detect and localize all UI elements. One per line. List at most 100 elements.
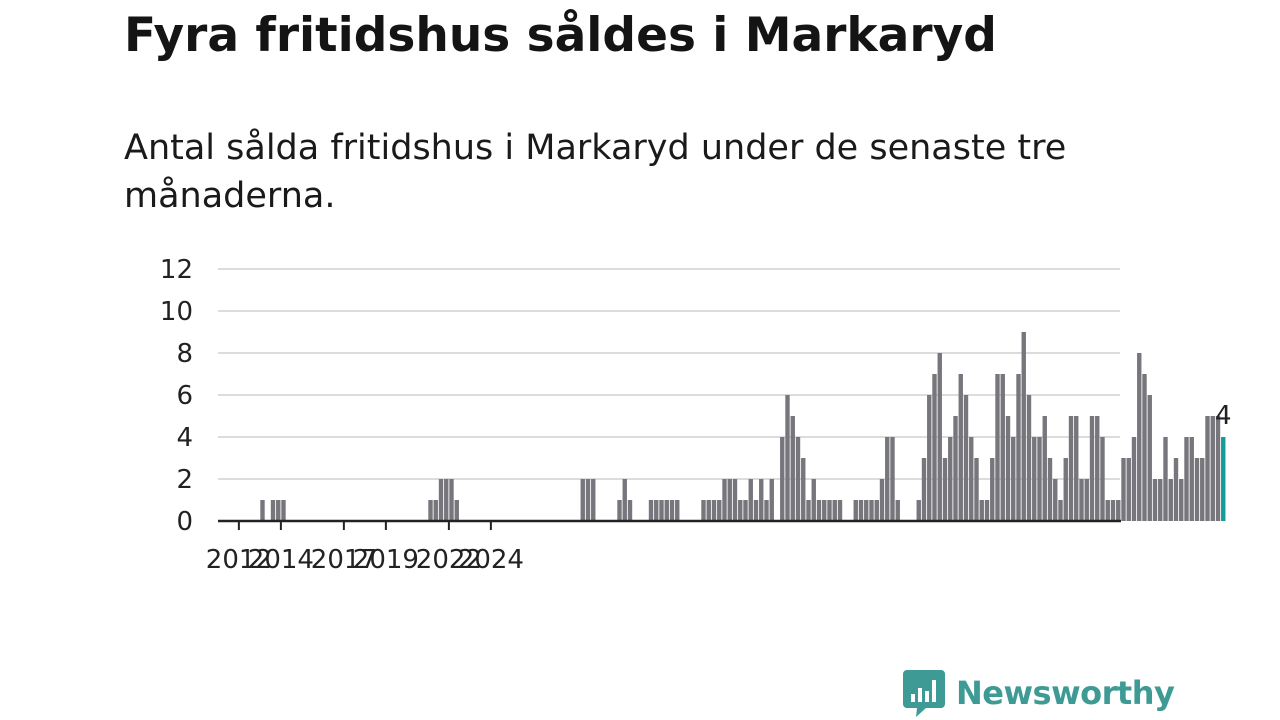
bar bbox=[648, 500, 654, 521]
x-tick-label: 2022 bbox=[416, 545, 482, 575]
bar bbox=[701, 500, 706, 521]
bar bbox=[727, 479, 732, 521]
bar bbox=[816, 500, 822, 521]
bar bbox=[1063, 458, 1068, 521]
bar bbox=[1000, 374, 1005, 521]
x-tick-label: 2014 bbox=[248, 545, 314, 575]
bar bbox=[1147, 395, 1152, 521]
bar bbox=[1179, 479, 1184, 521]
bar bbox=[832, 500, 837, 521]
chart-title: Fyra fritidshus såldes i Markaryd bbox=[124, 8, 997, 63]
bar bbox=[858, 500, 864, 521]
bar bbox=[675, 500, 680, 521]
bar bbox=[759, 479, 764, 521]
bar bbox=[806, 500, 811, 521]
bar bbox=[1168, 479, 1173, 521]
bar bbox=[979, 500, 984, 521]
bar bbox=[780, 437, 785, 521]
bar bbox=[864, 500, 869, 521]
bar bbox=[801, 458, 806, 521]
bar bbox=[990, 458, 995, 521]
newsworthy-chart-bubble-icon bbox=[903, 670, 945, 717]
gridlines bbox=[218, 268, 1120, 480]
bar bbox=[1194, 458, 1200, 521]
bar bbox=[795, 437, 801, 521]
bar bbox=[1126, 458, 1131, 521]
bar bbox=[428, 500, 433, 521]
bar bbox=[627, 500, 633, 521]
bar bbox=[879, 479, 885, 521]
bar bbox=[580, 479, 585, 521]
bar bbox=[1105, 500, 1110, 521]
bar bbox=[1095, 416, 1100, 521]
bar bbox=[669, 500, 675, 521]
bar bbox=[790, 416, 795, 521]
brand-name: Newsworthy bbox=[956, 674, 1175, 712]
bar bbox=[827, 500, 832, 521]
x-tick-label: 2019 bbox=[353, 545, 419, 575]
bar bbox=[732, 479, 738, 521]
bar bbox=[748, 479, 753, 521]
bar bbox=[444, 479, 449, 521]
bar bbox=[1047, 458, 1053, 521]
bar bbox=[738, 500, 743, 521]
bar bbox=[276, 500, 281, 521]
bar bbox=[1142, 374, 1147, 521]
bar bbox=[270, 500, 276, 521]
bar bbox=[953, 416, 958, 521]
bar bbox=[874, 500, 879, 521]
bar bbox=[890, 437, 895, 521]
bar bbox=[1173, 458, 1179, 521]
bar bbox=[948, 437, 953, 521]
bar bbox=[1152, 479, 1158, 521]
bar bbox=[895, 500, 900, 521]
bar bbox=[1011, 437, 1016, 521]
bar bbox=[869, 500, 874, 521]
x-tick-label: 2024 bbox=[458, 545, 524, 575]
bar bbox=[1042, 416, 1047, 521]
bar bbox=[785, 395, 790, 521]
bar bbox=[1053, 479, 1058, 521]
bar bbox=[1158, 479, 1163, 521]
bar bbox=[969, 437, 974, 521]
bar bbox=[1100, 437, 1105, 521]
bar bbox=[1079, 479, 1084, 521]
bar bbox=[591, 479, 596, 521]
bar bbox=[1089, 416, 1095, 521]
bar bbox=[664, 500, 669, 521]
bar bbox=[942, 458, 948, 521]
y-tick-label: 8 bbox=[176, 339, 193, 369]
bar bbox=[1215, 416, 1221, 521]
bar bbox=[1205, 416, 1210, 521]
bar bbox=[921, 458, 927, 521]
bar bbox=[1137, 353, 1142, 521]
bar bbox=[1032, 437, 1037, 521]
data-labels: 4 bbox=[1215, 401, 1232, 431]
bar bbox=[1210, 416, 1215, 521]
bar bbox=[717, 500, 722, 521]
bar bbox=[438, 479, 444, 521]
y-tick-label: 0 bbox=[176, 507, 193, 537]
bar bbox=[932, 374, 937, 521]
bar bbox=[811, 479, 816, 521]
bar bbox=[984, 500, 990, 521]
y-tick-label: 2 bbox=[176, 465, 193, 495]
bar bbox=[711, 500, 717, 521]
bar bbox=[769, 479, 774, 521]
bar bbox=[1058, 500, 1063, 521]
bar bbox=[974, 458, 979, 521]
bar bbox=[281, 500, 286, 521]
bar bbox=[764, 500, 769, 521]
bar bbox=[722, 479, 727, 521]
bar bbox=[1200, 458, 1205, 521]
latest-value-label: 4 bbox=[1215, 401, 1232, 431]
bar bbox=[622, 479, 627, 521]
bar bbox=[1005, 416, 1011, 521]
bar bbox=[1016, 374, 1021, 521]
bar bbox=[743, 500, 748, 521]
y-tick-label: 10 bbox=[160, 297, 193, 327]
bar bbox=[659, 500, 664, 521]
bars bbox=[260, 332, 1226, 521]
x-tick-label: 2012 bbox=[206, 545, 272, 575]
